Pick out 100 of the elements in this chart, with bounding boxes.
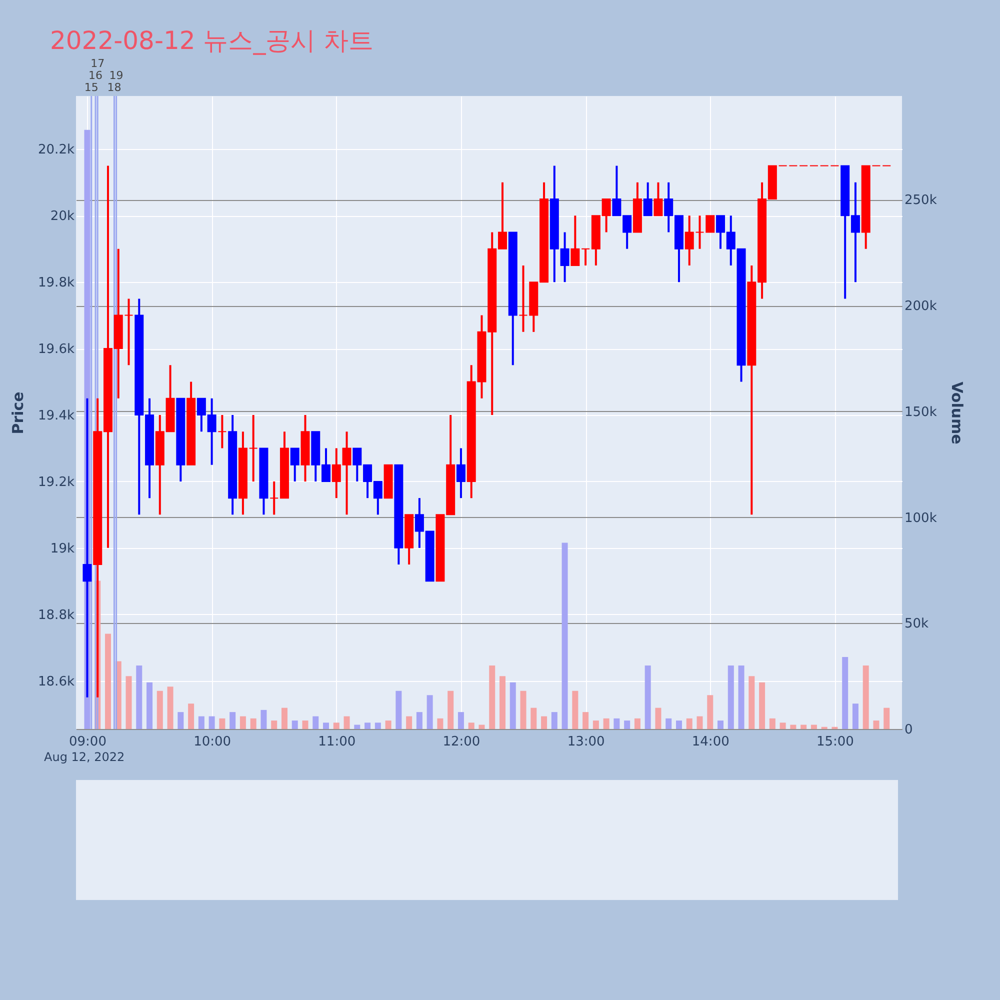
candlestick [456,447,466,500]
y2-tick-label: 100k [904,510,938,526]
bar [385,720,392,729]
bar [416,712,422,729]
bar [468,722,474,729]
bar [624,720,630,729]
x-tick-label: 15:00 [816,734,854,750]
bar [592,720,599,729]
bar [800,724,807,729]
bar [728,665,734,729]
bar [146,682,153,729]
y2-tick-label: 250k [904,193,938,208]
bar [219,718,226,729]
bar [323,722,330,729]
y-tick-label: 19.6k [38,342,75,358]
bar [292,720,298,729]
bar [406,716,412,729]
bar [510,682,516,729]
bar [696,716,703,729]
y-axis-title: Price [9,392,28,434]
bar [499,676,506,729]
bar [644,665,651,729]
y2-tick-label: 0 [904,722,913,738]
y-tick-label: 19.4k [38,408,75,424]
bar [634,718,640,729]
bar [167,686,174,729]
candlestick [290,447,300,482]
bar [873,720,880,729]
bar [769,718,776,729]
bar [437,718,444,729]
bar [780,722,786,729]
x-tick-label: 14:00 [692,734,730,750]
bar [572,690,578,729]
bar [126,676,132,729]
x-tick-label: 11:00 [318,734,356,750]
bar [686,718,692,729]
candlestick [124,298,134,366]
bar [281,708,288,729]
bar [562,542,568,729]
chart-title: 2022-08-12 뉴스_공시 차트 [50,25,374,57]
bar [520,690,526,729]
bar [302,720,308,729]
bar [198,716,204,729]
bar [188,704,194,729]
bar [862,665,869,729]
bar [551,712,558,729]
bar [364,722,371,729]
bar [156,690,163,729]
y2-tick-label: 150k [904,404,938,420]
bar [458,712,464,729]
bar [676,720,682,729]
bar [271,720,278,729]
ref-line-label: 18 [107,81,122,94]
candlestick [218,414,227,450]
x-tick-label: 13:00 [567,734,605,750]
bar [541,716,548,729]
bar [852,704,858,729]
text: Aug 12, 2022 [44,750,125,764]
bar [178,712,184,729]
bar [759,682,766,729]
y2-tick-label: 200k [904,299,938,314]
x-tick-label: 10:00 [194,734,232,750]
candlestick [248,414,258,482]
ref-line-label: 15 [84,81,98,94]
y-tick-label: 19.8k [38,276,75,291]
y-tick-label: 19.2k [38,474,75,490]
bar [582,712,589,729]
bar [603,718,610,729]
x-tick-label: 12:00 [442,734,480,750]
bar [333,722,340,729]
y-tick-label: 18.8k [38,608,75,623]
candlestick [654,181,663,217]
bar [312,716,319,729]
bar [884,708,890,729]
bar [104,634,111,729]
bar [718,720,724,729]
candlestick [643,181,652,217]
bar [842,657,848,729]
bar [396,690,402,729]
bar [530,708,537,729]
candlestick [570,214,580,266]
ref-line-label: 16 [88,69,103,82]
bar [240,716,246,729]
y-tick-label: 20.2k [38,142,75,158]
y2-tick-label: 50k [904,616,930,632]
bar [614,718,620,729]
bar [426,695,433,729]
bar [208,716,215,729]
bar [489,665,496,729]
candlestick [706,215,715,233]
y-tick-label: 19k [50,541,75,556]
bar [374,722,381,729]
bar [260,710,267,729]
bar [354,724,360,729]
bar [230,712,236,729]
x-tick-label: 09:00 [68,734,106,750]
bar [448,690,454,729]
bar [790,724,796,729]
bar [810,724,817,729]
bar [748,676,755,729]
